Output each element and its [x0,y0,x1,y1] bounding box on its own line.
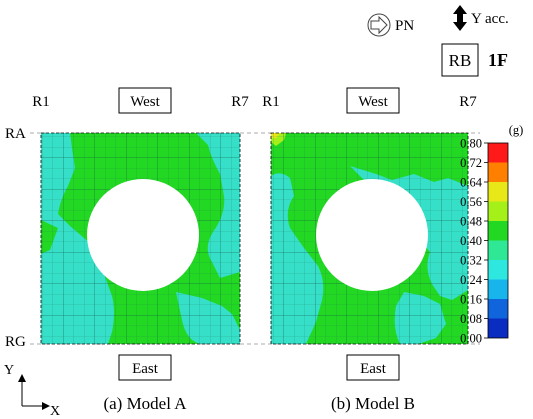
pn-indicator: PN [367,13,414,37]
panel-a: R1 R7 West East (a) Model A [32,87,249,413]
legend-tick-label: 0.16 [460,293,482,307]
y-arrow-icon [18,374,26,382]
panel-b-opening [316,179,428,291]
panel-a-opening [87,179,199,291]
legend-tick-label: 0.00 [460,332,482,346]
panel-a-east-label: East [132,361,159,377]
panel-b-contour [270,132,469,345]
axis-indicator: Y X [4,363,60,419]
panel-b-caption: (b) Model B [331,394,415,413]
legend-tick-label: 0.64 [460,176,483,190]
color-legend: (g) 0.80 0.72 0.64 0.56 0.48 0.40 0.32 0.24 0.16… [460,123,523,346]
legend-tick-label: 0.08 [460,312,482,326]
y-acc-indicator: Y acc. [453,5,509,31]
panel-a-caption: (a) Model A [103,394,187,413]
rb-box: RB [441,43,479,77]
legend-swatch [488,221,508,241]
y-acc-label: Y acc. [471,11,509,27]
panel-b-west-label: West [358,94,388,110]
legend-swatch [488,299,508,319]
floor-label: 1F [488,50,508,70]
panel-b-left-axis: R1 [262,94,280,110]
rb-label: RB [449,51,472,70]
panel-a-contour [40,132,241,345]
legend-swatch [488,260,508,280]
panel-b-right-axis: R7 [459,94,477,110]
axis-y-label: Y [4,363,14,378]
panel-a-left-axis: R1 [32,94,50,110]
vertical-double-arrow-icon [453,5,467,31]
row-label-bottom: RG [5,334,26,350]
legend-swatch [488,279,508,299]
legend-tick-label: 0.80 [460,137,482,151]
legend-tick-label: 0.56 [460,195,482,209]
legend-tick-label: 0.48 [460,215,482,229]
arrow-right-icon [370,15,388,35]
legend-tick-label: 0.40 [460,234,482,248]
legend-swatch [488,201,508,221]
legend-tick-label: 0.72 [460,156,482,170]
legend-swatch [488,162,508,182]
legend-swatch [488,143,508,163]
panel-a-west-label: West [130,94,160,110]
legend-unit: (g) [509,123,524,137]
legend-swatch [488,240,508,260]
legend-swatch [488,318,508,338]
legend-tick-label: 0.24 [460,273,483,287]
axis-x-label: X [50,404,60,419]
x-arrow-icon [42,402,50,410]
legend-tick-label: 0.32 [460,254,482,268]
panel-b: R1 R7 West East (b) Model B [262,87,477,413]
row-label-top: RA [5,126,26,142]
pn-label: PN [395,18,414,34]
north-arrow-icon [367,13,391,37]
legend-swatch [488,182,508,202]
panel-b-east-label: East [360,361,387,377]
panel-a-right-axis: R7 [231,94,249,110]
